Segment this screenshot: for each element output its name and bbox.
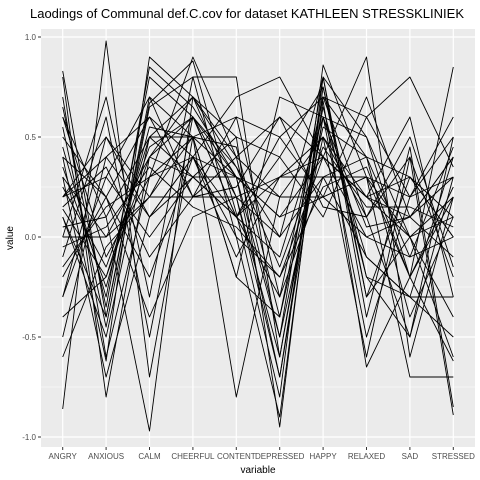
x-tick-label: SAD (402, 452, 419, 461)
series-line-33 (62, 66, 454, 358)
y-tick-label: 0.0 (25, 233, 37, 242)
y-axis: 1.0 0.5 0.0 -0.5 -1.0 (22, 33, 41, 442)
y-tick-label: -1.0 (22, 433, 36, 442)
series-line-26 (62, 76, 454, 298)
series-line-34 (62, 166, 454, 278)
y-tick-label: -0.5 (22, 333, 36, 342)
chart-title: Laodings of Communal def.C.cov for datas… (30, 6, 464, 21)
series-line-32 (62, 116, 454, 268)
x-tick-label: ANGRY (49, 452, 78, 461)
series-lines (62, 40, 454, 432)
series-line-35 (62, 116, 454, 268)
series-line-28 (62, 136, 454, 258)
y-axis-title: value (5, 226, 16, 250)
x-tick-label: ANXIOUS (88, 452, 124, 461)
series-line-29 (62, 76, 454, 418)
x-tick-label: CALM (138, 452, 161, 461)
x-tick-label: HAPPY (310, 452, 338, 461)
series-line-16 (62, 56, 454, 416)
y-tick-label: 1.0 (25, 33, 37, 42)
x-tick-label: CONTENT (217, 452, 256, 461)
x-axis: ANGRY ANXIOUS CALM CHEERFUL CONTENT DEPRESSED… (49, 447, 475, 461)
y-tick-label: 0.5 (25, 133, 37, 142)
x-tick-label: RELAXED (348, 452, 386, 461)
x-axis-title: variable (240, 465, 275, 476)
x-tick-label: STRESSED (432, 452, 475, 461)
x-tick-label: DEPRESSED (255, 452, 305, 461)
x-tick-label: CHEERFUL (171, 452, 215, 461)
